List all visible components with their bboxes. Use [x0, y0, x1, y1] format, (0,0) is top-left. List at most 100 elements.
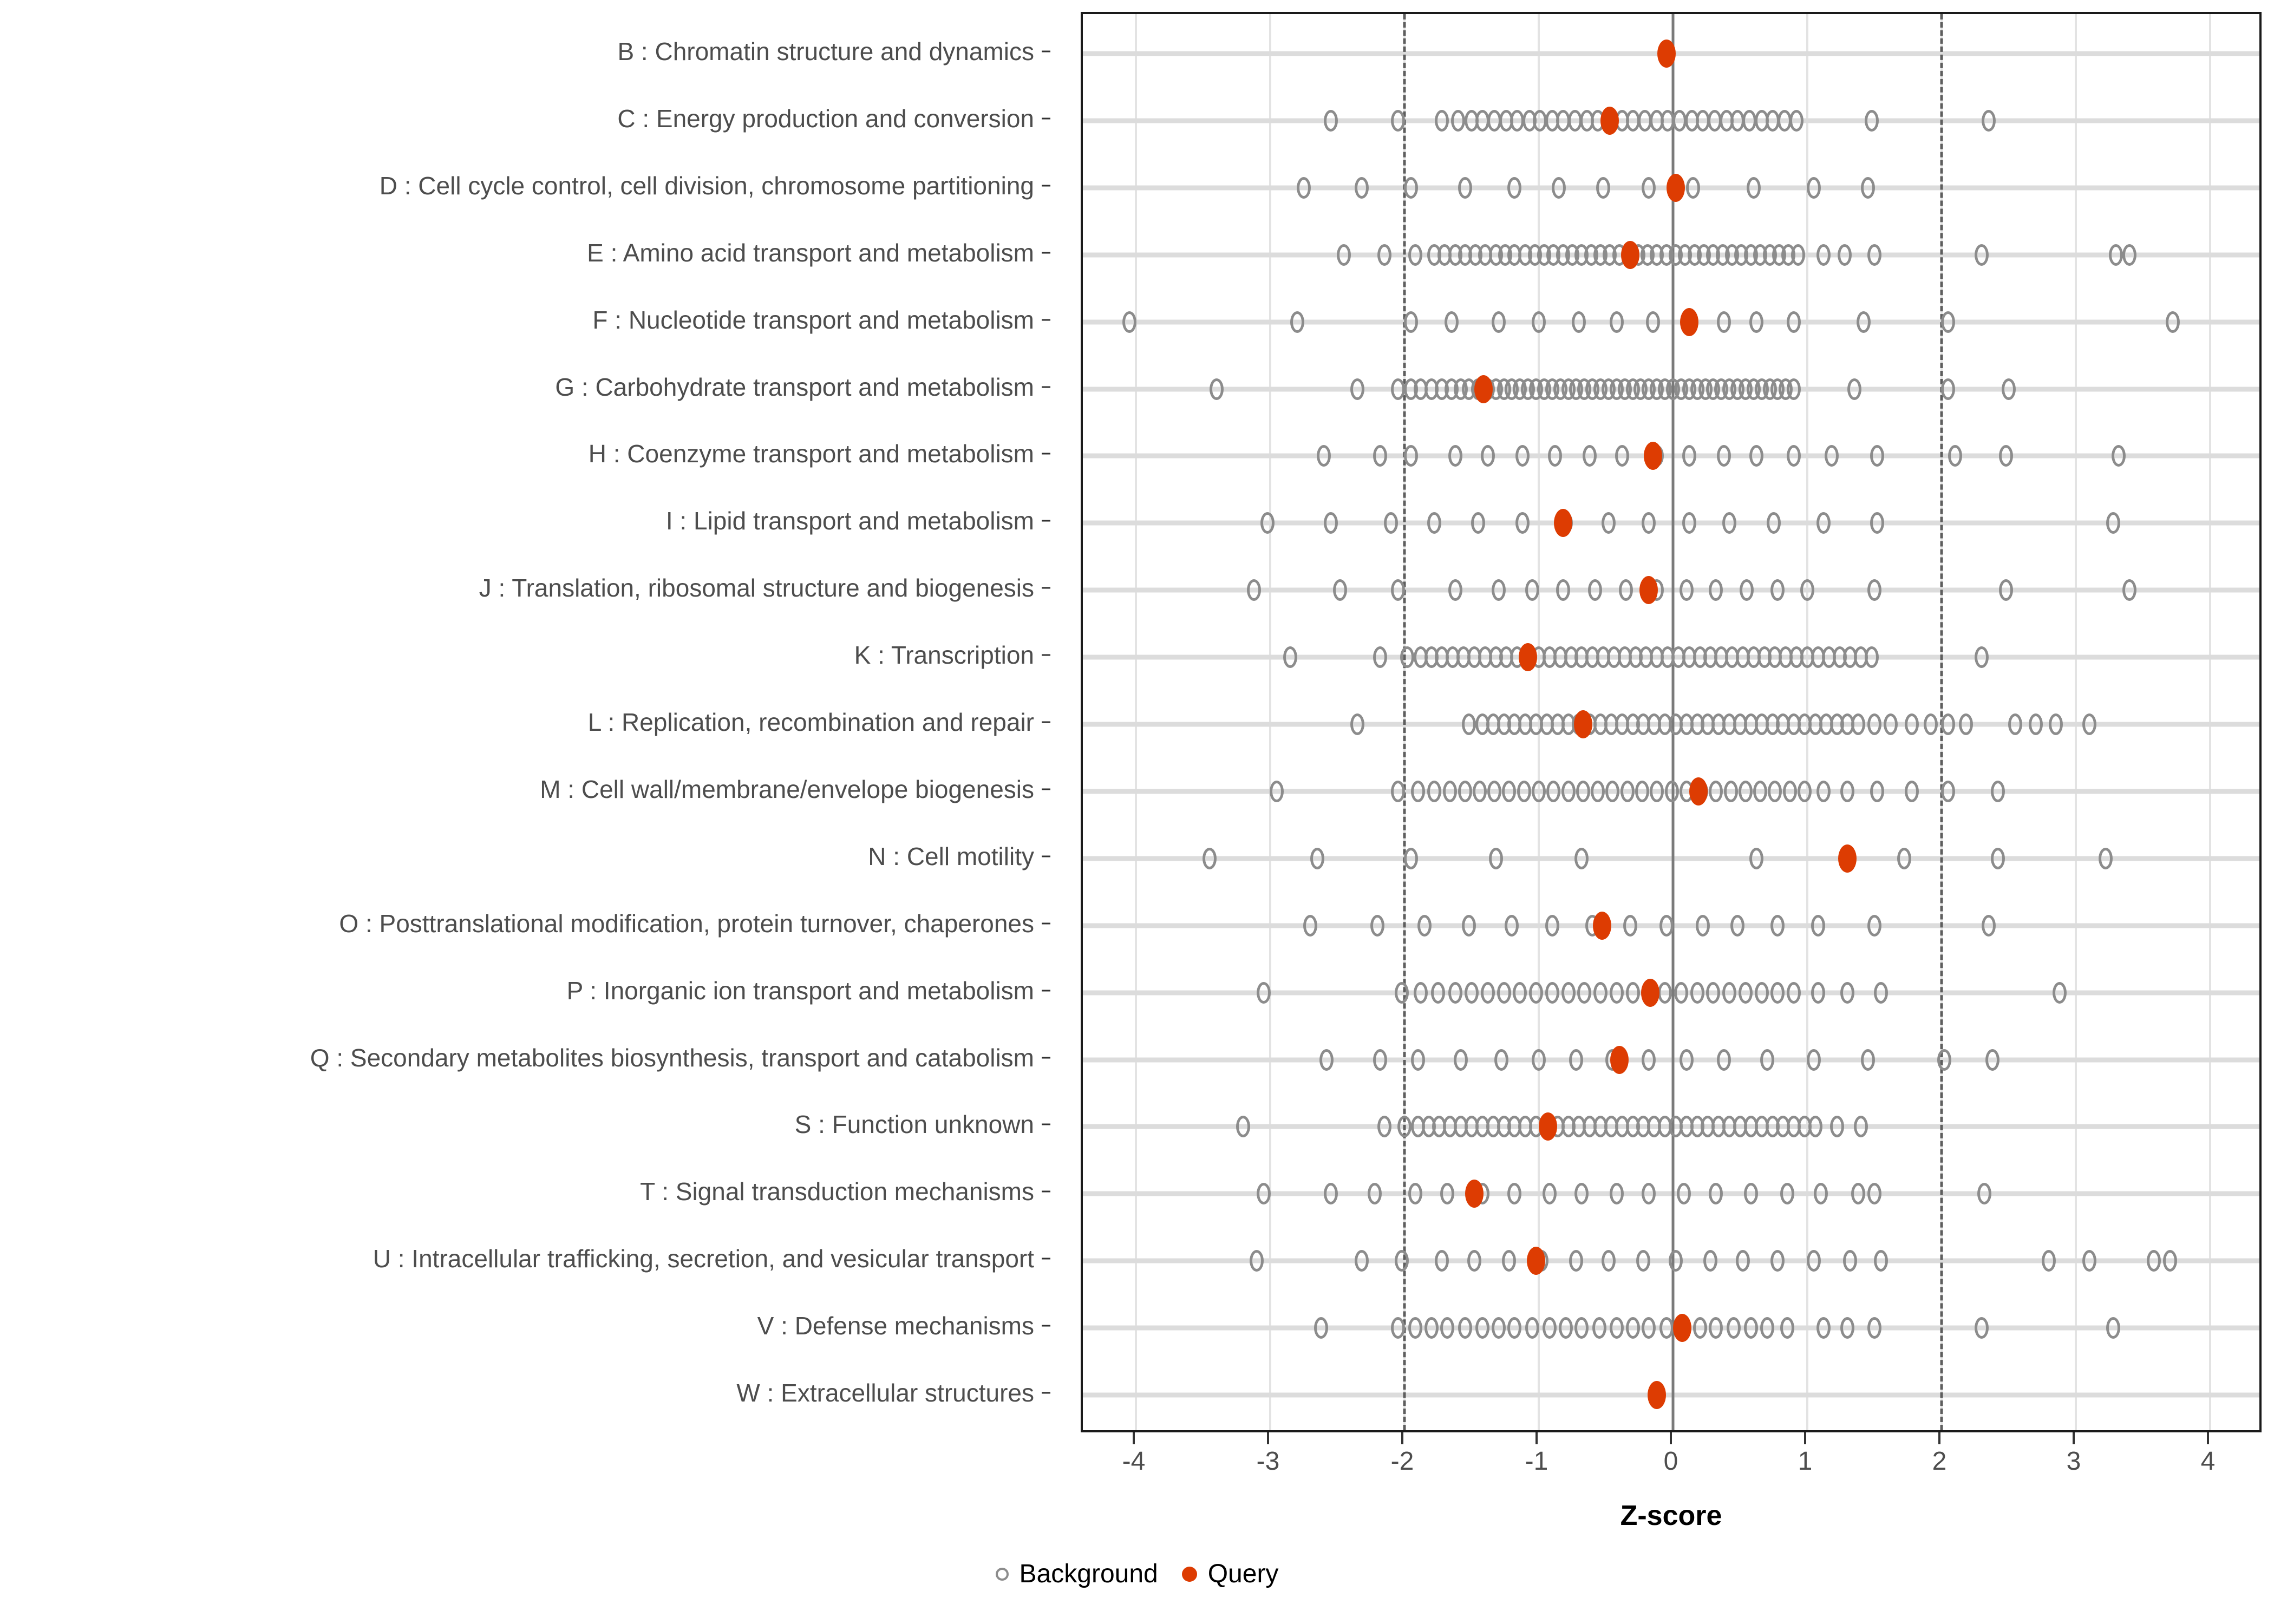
background-point [1558, 1317, 1573, 1339]
x-axis-tick [1804, 1432, 1806, 1444]
x-axis-tick-label: 3 [2066, 1447, 2081, 1476]
background-point [1515, 512, 1530, 534]
background-point [1260, 512, 1275, 534]
background-point [1529, 981, 1544, 1004]
background-point [1410, 1049, 1425, 1071]
background-point [1319, 1049, 1334, 1071]
background-point [1561, 780, 1576, 802]
background-point [1706, 981, 1721, 1004]
background-point [1717, 1049, 1731, 1071]
background-point [1787, 378, 1801, 400]
background-point [1475, 1317, 1489, 1339]
background-point [1635, 780, 1649, 802]
x-axis-tick-label: 4 [2200, 1447, 2216, 1476]
background-point [1722, 981, 1737, 1004]
y-gridline [1083, 587, 2259, 593]
background-point [1991, 847, 2005, 869]
background-point [1583, 445, 1597, 467]
background-point [1975, 646, 1989, 669]
background-point [1620, 780, 1635, 802]
background-point [1444, 311, 1459, 333]
background-point [1782, 780, 1797, 802]
background-point [1743, 1183, 1758, 1205]
background-point [1413, 981, 1428, 1004]
background-point [1754, 981, 1769, 1004]
background-point [1310, 847, 1324, 869]
background-point [1545, 914, 1559, 937]
background-point [1513, 981, 1527, 1004]
background-point [1760, 1049, 1774, 1071]
y-axis-tick [1042, 252, 1050, 254]
background-point [1532, 311, 1546, 333]
background-point [1787, 311, 1801, 333]
background-point [1443, 780, 1458, 802]
background-point [1542, 1317, 1557, 1339]
background-point [1811, 981, 1825, 1004]
legend-item-query: Query [1181, 1559, 1278, 1589]
background-point [1525, 1317, 1539, 1339]
background-point [1491, 311, 1506, 333]
query-point [1527, 1247, 1546, 1275]
x-axis-tick [1670, 1432, 1672, 1444]
background-point [1791, 244, 1805, 266]
background-point [1458, 1317, 1472, 1339]
background-point [1975, 244, 1989, 266]
background-point [1373, 445, 1388, 467]
background-point [1703, 1250, 1718, 1272]
background-point [1609, 1183, 1624, 1205]
background-point [1462, 914, 1476, 937]
background-point [1867, 914, 1881, 937]
background-point [1619, 579, 1633, 601]
query-point [1657, 40, 1676, 68]
background-point [1770, 914, 1785, 937]
y-axis-label: O : Posttranslational modification, prot… [339, 909, 1034, 938]
background-point [1749, 847, 1763, 869]
background-point [1770, 1250, 1785, 1272]
background-point [1753, 780, 1768, 802]
background-point [1410, 780, 1425, 802]
x-axis-tick [1267, 1432, 1269, 1444]
background-point [1941, 780, 1956, 802]
background-point [1668, 1250, 1683, 1272]
background-point [1851, 1183, 1866, 1205]
background-point [1480, 445, 1495, 467]
y-gridline [1083, 319, 2259, 325]
background-point [1738, 981, 1753, 1004]
background-point [1408, 1317, 1422, 1339]
background-point [1507, 1317, 1522, 1339]
query-point [1553, 509, 1572, 538]
background-point [1480, 981, 1495, 1004]
background-point [1726, 1317, 1741, 1339]
background-point [1390, 378, 1405, 400]
background-point [1807, 1250, 1821, 1272]
y-axis-tick [1042, 1392, 1050, 1394]
background-point [1941, 378, 1956, 400]
x-axis-tick-label: -2 [1390, 1447, 1414, 1476]
background-point [1515, 445, 1530, 467]
background-point [1867, 1317, 1881, 1339]
y-axis-category-labels: B : Chromatin structure and dynamics C : … [0, 0, 1061, 1440]
x-axis-title: Z-score [1620, 1500, 1722, 1531]
background-point [1370, 914, 1385, 937]
background-point [1395, 981, 1409, 1004]
background-point [1377, 1116, 1391, 1138]
background-point [2109, 244, 2123, 266]
background-point [1870, 512, 1884, 534]
background-point [1494, 1049, 1508, 1071]
background-point [1203, 847, 1217, 869]
background-point [1354, 176, 1369, 199]
query-point [1573, 710, 1592, 738]
background-point [1297, 176, 1311, 199]
x-axis-tick [1535, 1432, 1538, 1444]
background-point [1905, 780, 1919, 802]
x-axis-tick [2207, 1432, 2209, 1444]
background-point [1709, 1317, 1723, 1339]
background-point [1615, 445, 1629, 467]
background-point [1738, 780, 1753, 802]
background-point [1576, 780, 1590, 802]
background-point [1985, 1049, 2000, 1071]
query-point [1539, 1112, 1558, 1141]
background-point [1865, 109, 1879, 132]
background-point [1507, 1183, 1522, 1205]
background-point [1760, 1317, 1774, 1339]
